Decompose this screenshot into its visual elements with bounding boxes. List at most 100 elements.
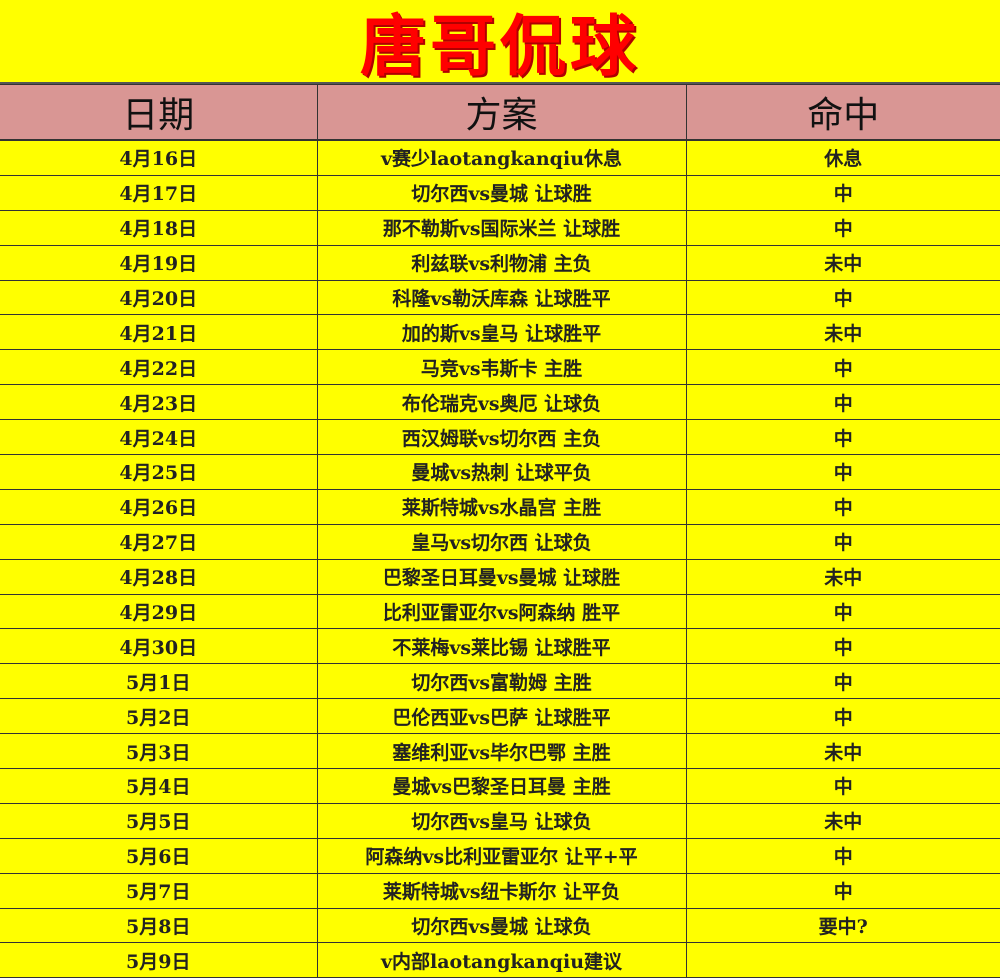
result-cell: 中 [685, 419, 1000, 456]
plan-cell: 布伦瑞克vs奥厄 让球负 [316, 384, 687, 421]
table-row: 4月19日 利兹联vs利物浦 主负 未中 [0, 244, 1000, 281]
table-row: 4月30日 不莱梅vs莱比锡 让球胜平中 [0, 628, 1000, 665]
plan-cell: 皇马vs切尔西 让球负 [316, 523, 687, 560]
result-cell: 未中 [685, 314, 1000, 351]
result-cell: 中 [685, 663, 1000, 700]
date-cell: 4月17日 [0, 174, 318, 211]
plan-cell: 马竞vs韦斯卡 主胜 [316, 349, 687, 386]
result-cell: 要中? [685, 907, 1000, 944]
result-cell: 未中 [685, 244, 1000, 281]
date-cell: 4月21日 [0, 314, 318, 351]
date-cell: 5月8日 [0, 907, 318, 944]
date-cell: 4月18日 [0, 209, 318, 246]
result-cell: 中 [685, 488, 1000, 525]
table-row: 4月26日 莱斯特城vs水晶宫 主胜中 [0, 488, 1000, 525]
table-row: 5月6日 阿森纳vs比利亚雷亚尔 让平+平中 [0, 837, 1000, 874]
result-cell: 中 [685, 698, 1000, 735]
result-cell: 中 [685, 384, 1000, 421]
plan-cell: 科隆vs勒沃库森 让球胜平 [316, 279, 687, 316]
date-cell: 5月6日 [0, 837, 318, 874]
date-cell: 4月25日 [0, 454, 318, 490]
date-cell: 4月28日 [0, 558, 318, 595]
date-cell: 5月1日 [0, 663, 318, 700]
result-cell: 中 [685, 593, 1000, 630]
plan-cell: 切尔西vs富勒姆 主胜 [316, 663, 687, 700]
table-row: 5月3日 塞维利亚vs毕尔巴鄂 主胜 未中 [0, 733, 1000, 770]
page-title: 唐哥侃球 [0, 0, 1000, 85]
result-cell: 中 [685, 174, 1000, 211]
table-row: 5月2日 巴伦西亚vs巴萨 让球胜平中 [0, 698, 1000, 735]
plan-cell: 莱斯特城vs水晶宫 主胜 [316, 488, 687, 525]
result-cell: 中 [685, 628, 1000, 665]
plan-cell: 加的斯vs皇马 让球胜平 [316, 314, 687, 351]
plan-cell: 比利亚雷亚尔vs阿森纳 胜平 [316, 593, 687, 630]
header-plan: 方案 [316, 84, 687, 141]
plan-cell: 塞维利亚vs毕尔巴鄂 主胜 [316, 733, 687, 770]
date-cell: 4月30日 [0, 628, 318, 665]
header-date: 日期 [0, 84, 318, 141]
plan-cell: 西汉姆联vs切尔西 主负 [316, 419, 687, 456]
plan-cell: 曼城vs巴黎圣日耳曼 主胜 [316, 768, 687, 804]
table-row: 5月5日 切尔西vs皇马 让球负 未中 [0, 802, 1000, 839]
table-row: 5月1日 切尔西vs富勒姆 主胜中 [0, 663, 1000, 700]
plan-cell: 利兹联vs利物浦 主负 [316, 244, 687, 281]
plan-cell: 莱斯特城vs纽卡斯尔 让平负 [316, 872, 687, 909]
table-row: 4月29日 比利亚雷亚尔vs阿森纳 胜平中 [0, 593, 1000, 630]
date-cell: 4月22日 [0, 349, 318, 386]
date-cell: 5月3日 [0, 733, 318, 770]
result-cell [685, 942, 1000, 978]
plan-cell: 切尔西vs曼城 让球负 [316, 907, 687, 944]
plan-cell: 切尔西vs皇马 让球负 [316, 802, 687, 839]
date-cell: 4月27日 [0, 523, 318, 560]
table-row: 4月25日 曼城vs热刺 让球平负中 [0, 454, 1000, 490]
plan-cell: 切尔西vs曼城 让球胜 [316, 174, 687, 211]
result-cell: 中 [685, 454, 1000, 490]
plan-cell: 巴伦西亚vs巴萨 让球胜平 [316, 698, 687, 735]
date-cell: 5月7日 [0, 872, 318, 909]
table-row: 5月7日 莱斯特城vs纽卡斯尔 让平负中 [0, 872, 1000, 909]
result-cell: 中 [685, 523, 1000, 560]
result-cell: 未中 [685, 733, 1000, 770]
result-cell: 中 [685, 872, 1000, 909]
table-row: 4月18日 那不勒斯vs国际米兰 让球胜中 [0, 209, 1000, 246]
date-cell: 4月16日 [0, 139, 318, 176]
plan-cell: 曼城vs热刺 让球平负 [316, 454, 687, 490]
table-row: 4月28日 巴黎圣日耳曼vs曼城 让球胜 未中 [0, 558, 1000, 595]
date-cell: 4月26日 [0, 488, 318, 525]
date-cell: 5月2日 [0, 698, 318, 735]
table-row: 5月8日 切尔西vs曼城 让球负 要中? [0, 907, 1000, 944]
date-cell: 4月29日 [0, 593, 318, 630]
table-row: 4月16日 v赛少laotangkanqiu休息 休息 [0, 139, 1000, 176]
header-hit: 命中 [685, 84, 1000, 141]
date-cell: 4月24日 [0, 419, 318, 456]
date-cell: 4月19日 [0, 244, 318, 281]
header-row: 日期 方案 命中 [0, 84, 1000, 141]
table-row: 4月22日 马竞vs韦斯卡 主胜中 [0, 349, 1000, 386]
table-row: 4月20日 科隆vs勒沃库森 让球胜平中 [0, 279, 1000, 316]
plan-cell: 巴黎圣日耳曼vs曼城 让球胜 [316, 558, 687, 595]
results-table: 日期 方案 命中 4月16日 v赛少laotangkanqiu休息 休息 4月17日切… [0, 84, 1000, 978]
result-cell: 中 [685, 279, 1000, 316]
table-row: 5月4日 曼城vs巴黎圣日耳曼 主胜中 [0, 768, 1000, 804]
table-row: 4月27日 皇马vs切尔西 让球负中 [0, 523, 1000, 560]
table-row: 4月21日 加的斯vs皇马 让球胜平 未中 [0, 314, 1000, 351]
result-cell: 中 [685, 209, 1000, 246]
date-cell: 5月4日 [0, 768, 318, 804]
result-cell: 中 [685, 837, 1000, 874]
table-row: 4月23日 布伦瑞克vs奥厄 让球负中 [0, 384, 1000, 421]
plan-cell: 不莱梅vs莱比锡 让球胜平 [316, 628, 687, 665]
result-cell: 休息 [685, 139, 1000, 176]
date-cell: 4月23日 [0, 384, 318, 421]
table-row: 4月24日 西汉姆联vs切尔西 主负中 [0, 419, 1000, 456]
result-cell: 未中 [685, 802, 1000, 839]
plan-cell: 那不勒斯vs国际米兰 让球胜 [316, 209, 687, 246]
date-cell: 5月9日 [0, 942, 318, 978]
plan-cell: 阿森纳vs比利亚雷亚尔 让平+平 [316, 837, 687, 874]
table-row: 4月17日 切尔西vs曼城 让球胜中 [0, 174, 1000, 211]
result-cell: 中 [685, 768, 1000, 804]
result-cell: 中 [685, 349, 1000, 386]
plan-cell: v赛少laotangkanqiu休息 [316, 139, 687, 176]
result-cell: 未中 [685, 558, 1000, 595]
date-cell: 5月5日 [0, 802, 318, 839]
date-cell: 4月20日 [0, 279, 318, 316]
